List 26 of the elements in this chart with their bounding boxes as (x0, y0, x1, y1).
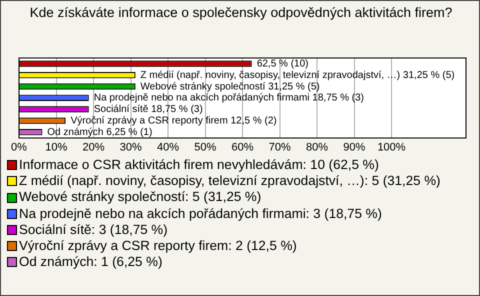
legend-label: Výroční zprávy a CSR reporty firem: 2 (12,5 %) (19, 238, 297, 254)
data-label: Od známých 6,25 % (1) (47, 126, 152, 138)
data-label: Na prodejně nebo na akcích pořádaných firmami 18,75 % (3) (94, 92, 364, 104)
legend-label: Webové stránky společností: 5 (31,25 %) (19, 189, 262, 206)
data-label: Webové stránky společností 31,25 % (5) (140, 81, 320, 92)
legend-label: Informace o CSR aktivitách firem nevyhledávám: 10 (62,5 %) (19, 157, 379, 174)
chart-title: Kde získáváte informace o společensky odpovědných aktivitách firem? (28, 5, 454, 21)
x-tick-label: 20% (82, 141, 105, 154)
x-tick-label: 70% (268, 141, 291, 154)
legend-label: Sociální sítě: 3 (18,75 %) (19, 222, 168, 238)
legend-label: Od známých: 1 (6,25 %) (19, 254, 162, 270)
data-label: Z médií (např. noviny, časopisy, televizní zpravodajství, …) 31,25 % (5) (140, 70, 455, 81)
x-tick-label: 90% (343, 141, 366, 154)
x-tick-label: 30% (120, 141, 142, 154)
x-tick-label: 60% (231, 141, 254, 154)
x-tick-label: 10% (45, 141, 68, 154)
legend-label: Na prodejně nebo na akcích pořádaných firmami: 3 (18,75 %) (19, 206, 382, 222)
data-label: Výroční zprávy a CSR reporty firem 12,5 % (2) (70, 115, 277, 126)
data-label: Sociální sítě 18,75 % (3) (94, 104, 203, 116)
data-label: 62,5 % (10) (256, 58, 309, 70)
x-tick-label: 50% (194, 141, 216, 154)
x-tick-label: 80% (306, 141, 328, 154)
x-tick-label: 40% (156, 141, 180, 154)
legend-label: Z médií (např. noviny, časopisy, televizní zpravodajství, …): 5 (31,25 %) (19, 173, 440, 190)
x-tick-label: 0% (11, 141, 28, 154)
x-tick-label: 100% (377, 141, 406, 154)
